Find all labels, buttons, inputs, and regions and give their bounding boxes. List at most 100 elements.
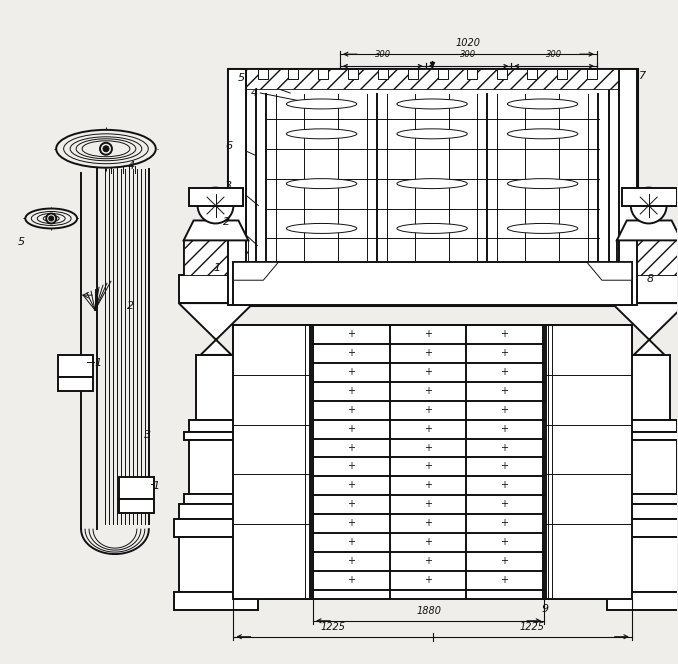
Bar bbox=[617, 432, 678, 440]
Bar bbox=[58, 355, 93, 376]
Bar bbox=[119, 499, 154, 513]
Text: +: + bbox=[347, 499, 355, 509]
Bar bbox=[184, 240, 248, 276]
Text: 5: 5 bbox=[238, 73, 245, 83]
Bar bbox=[619, 69, 637, 305]
Bar bbox=[233, 262, 632, 305]
Bar bbox=[233, 325, 311, 599]
Text: +: + bbox=[500, 329, 508, 339]
Text: +: + bbox=[424, 480, 432, 490]
Ellipse shape bbox=[507, 179, 578, 189]
Bar bbox=[179, 504, 254, 519]
Bar bbox=[188, 188, 243, 206]
Bar bbox=[612, 276, 678, 303]
Ellipse shape bbox=[397, 99, 467, 109]
Text: 1020: 1020 bbox=[456, 39, 481, 48]
Bar bbox=[607, 592, 678, 610]
Text: 1225: 1225 bbox=[321, 622, 346, 631]
Bar bbox=[174, 519, 258, 537]
Circle shape bbox=[100, 143, 112, 155]
Bar bbox=[119, 477, 154, 499]
Text: +: + bbox=[500, 556, 508, 566]
Text: +: + bbox=[347, 537, 355, 547]
Text: 6: 6 bbox=[225, 141, 233, 151]
Polygon shape bbox=[184, 220, 248, 240]
Text: 7: 7 bbox=[639, 71, 646, 81]
Bar bbox=[607, 519, 678, 537]
Bar bbox=[288, 69, 298, 79]
Text: +: + bbox=[424, 518, 432, 528]
Bar bbox=[617, 494, 678, 504]
Ellipse shape bbox=[56, 130, 156, 168]
Text: +: + bbox=[424, 386, 432, 396]
Text: 5: 5 bbox=[18, 237, 25, 248]
Ellipse shape bbox=[25, 208, 77, 228]
Bar bbox=[228, 69, 637, 89]
Bar bbox=[437, 69, 447, 79]
Bar bbox=[617, 240, 678, 276]
Ellipse shape bbox=[397, 224, 467, 234]
Text: 300: 300 bbox=[375, 50, 391, 59]
Text: 3: 3 bbox=[225, 181, 233, 191]
Bar bbox=[188, 440, 243, 494]
Bar bbox=[619, 69, 637, 305]
Bar bbox=[228, 69, 246, 305]
Text: +: + bbox=[424, 424, 432, 434]
Text: +: + bbox=[347, 386, 355, 396]
Text: +: + bbox=[347, 461, 355, 471]
Bar bbox=[612, 537, 678, 592]
Text: +: + bbox=[500, 575, 508, 585]
Text: +: + bbox=[424, 442, 432, 452]
Bar bbox=[467, 69, 477, 79]
Bar bbox=[348, 69, 358, 79]
Bar bbox=[188, 188, 243, 206]
Text: +: + bbox=[500, 480, 508, 490]
Text: +: + bbox=[500, 442, 508, 452]
Bar bbox=[587, 69, 597, 79]
Text: +: + bbox=[424, 556, 432, 566]
Circle shape bbox=[49, 216, 54, 221]
Text: +: + bbox=[347, 348, 355, 358]
Ellipse shape bbox=[507, 129, 578, 139]
Text: +: + bbox=[500, 518, 508, 528]
Bar bbox=[233, 262, 632, 305]
Text: +: + bbox=[500, 386, 508, 396]
Text: 1225: 1225 bbox=[520, 622, 544, 631]
Bar bbox=[179, 276, 254, 303]
Text: 2: 2 bbox=[223, 218, 231, 228]
Bar bbox=[557, 69, 567, 79]
Ellipse shape bbox=[286, 179, 357, 189]
Bar bbox=[622, 440, 677, 494]
Text: 9: 9 bbox=[541, 604, 549, 614]
Bar bbox=[612, 504, 678, 519]
Bar bbox=[527, 69, 537, 79]
Text: 1: 1 bbox=[152, 481, 159, 491]
Bar bbox=[58, 376, 93, 390]
Text: +: + bbox=[347, 329, 355, 339]
Text: +: + bbox=[424, 537, 432, 547]
Bar bbox=[184, 240, 248, 276]
Ellipse shape bbox=[286, 99, 357, 109]
Bar bbox=[174, 592, 258, 610]
Bar bbox=[617, 240, 678, 276]
Bar bbox=[318, 69, 328, 79]
Polygon shape bbox=[233, 262, 278, 280]
Text: +: + bbox=[347, 480, 355, 490]
Text: +: + bbox=[347, 424, 355, 434]
Ellipse shape bbox=[397, 129, 467, 139]
Text: 4: 4 bbox=[127, 161, 134, 171]
Bar bbox=[407, 69, 418, 79]
Text: +: + bbox=[424, 404, 432, 415]
Text: +: + bbox=[347, 367, 355, 377]
Bar bbox=[546, 325, 632, 599]
Ellipse shape bbox=[286, 224, 357, 234]
Bar bbox=[378, 69, 388, 79]
Text: 1: 1 bbox=[94, 358, 102, 368]
Ellipse shape bbox=[397, 179, 467, 189]
Bar bbox=[184, 432, 248, 440]
Text: 300: 300 bbox=[546, 50, 562, 59]
Text: +: + bbox=[347, 575, 355, 585]
Bar bbox=[228, 69, 637, 305]
Text: +: + bbox=[424, 499, 432, 509]
Polygon shape bbox=[617, 220, 678, 240]
